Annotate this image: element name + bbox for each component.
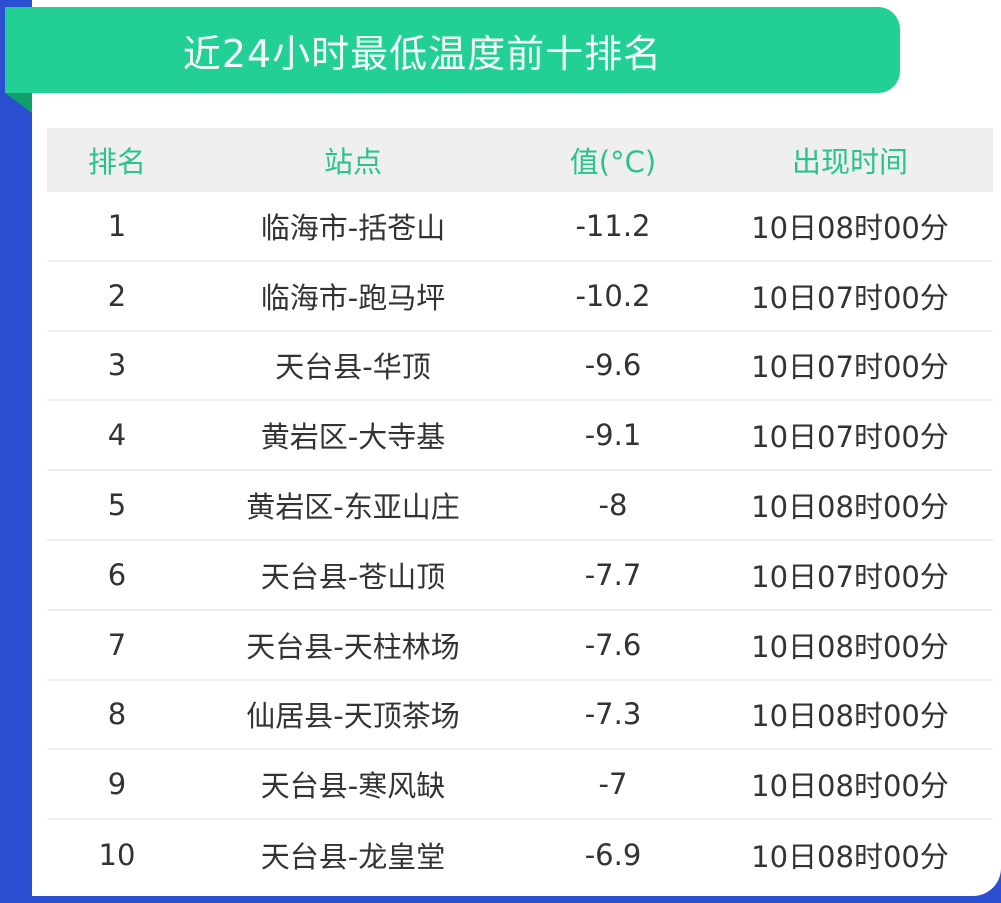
value-cell: -7.3 [584, 697, 642, 732]
rank-cell: 8 [107, 697, 127, 732]
rank-cell: 7 [107, 627, 127, 662]
time-cell: 10日07时00分 [751, 280, 949, 315]
banner-fold [5, 93, 32, 113]
table-row: 7 天台县-天柱林场 -7.6 10日08时00分 [47, 611, 993, 681]
value-cell: -7.6 [584, 627, 642, 662]
ranking-table: 排名 站点 值(°C) 出现时间 1 临海市-括苍山 -11.2 10日08时00分 2… [47, 128, 993, 890]
table-row: 10 天台县-龙皇堂 -6.9 10日08时00分 [47, 820, 993, 890]
time-cell: 10日07时00分 [751, 559, 949, 594]
time-cell: 10日08时00分 [751, 629, 949, 664]
table-row: 9 天台县-寒风缺 -7 10日08时00分 [47, 750, 993, 821]
station-cell: 天台县-天柱林场 [246, 629, 460, 664]
page-title: 近24小时最低温度前十排名 [182, 31, 663, 76]
time-cell: 10日07时00分 [751, 350, 949, 385]
station-cell: 黄岩区-大寺基 [260, 420, 446, 455]
value-cell: -7.7 [584, 557, 642, 592]
station-cell: 天台县-华顶 [275, 350, 431, 385]
time-cell: 10日08时00分 [751, 490, 949, 525]
station-cell: 天台县-寒风缺 [260, 769, 446, 804]
title-banner: 近24小时最低温度前十排名 [5, 7, 900, 93]
column-header-station: 站点 [323, 145, 382, 179]
value-cell: -6.9 [584, 838, 642, 873]
table-row: 4 黄岩区-大寺基 -9.1 10日07时00分 [47, 401, 993, 472]
value-cell: -9.1 [584, 418, 642, 453]
station-cell: 天台县-龙皇堂 [260, 840, 446, 875]
rank-cell: 4 [107, 418, 127, 453]
station-cell: 黄岩区-东亚山庄 [246, 490, 460, 525]
rank-cell: 5 [107, 488, 127, 523]
time-cell: 10日07时00分 [751, 420, 949, 455]
station-cell: 临海市-跑马坪 [260, 280, 446, 315]
rank-cell: 3 [107, 348, 127, 383]
station-cell: 仙居县-天顶茶场 [246, 699, 460, 734]
column-header-time: 出现时间 [791, 145, 908, 179]
value-cell: -9.6 [584, 348, 642, 383]
table-row: 2 临海市-跑马坪 -10.2 10日07时00分 [47, 262, 993, 332]
table-row: 5 黄岩区-东亚山庄 -8 10日08时00分 [47, 471, 993, 541]
time-cell: 10日08时00分 [751, 210, 949, 245]
value-cell: -10.2 [575, 278, 651, 313]
rank-cell: 9 [107, 767, 127, 802]
time-cell: 10日08时00分 [751, 769, 949, 804]
value-cell: -11.2 [575, 208, 651, 243]
station-cell: 天台县-苍山顶 [260, 559, 446, 594]
table-row: 8 仙居县-天顶茶场 -7.3 10日08时00分 [47, 681, 993, 751]
rank-cell: 2 [107, 278, 127, 313]
rank-cell: 1 [107, 208, 127, 243]
column-header-value: 值(°C) [569, 145, 657, 179]
time-cell: 10日08时00分 [751, 840, 949, 875]
table-row: 1 临海市-括苍山 -11.2 10日08时00分 [47, 192, 993, 262]
value-cell: -7 [598, 767, 628, 802]
rank-cell: 6 [107, 557, 127, 592]
value-cell: -8 [598, 488, 628, 523]
table-header: 排名 站点 值(°C) 出现时间 [47, 128, 993, 192]
rank-cell: 10 [98, 838, 136, 873]
table-row: 3 天台县-华顶 -9.6 10日07时00分 [47, 332, 993, 402]
station-cell: 临海市-括苍山 [260, 210, 446, 245]
column-header-rank: 排名 [87, 145, 146, 179]
table-row: 6 天台县-苍山顶 -7.7 10日07时00分 [47, 541, 993, 611]
time-cell: 10日08时00分 [751, 699, 949, 734]
